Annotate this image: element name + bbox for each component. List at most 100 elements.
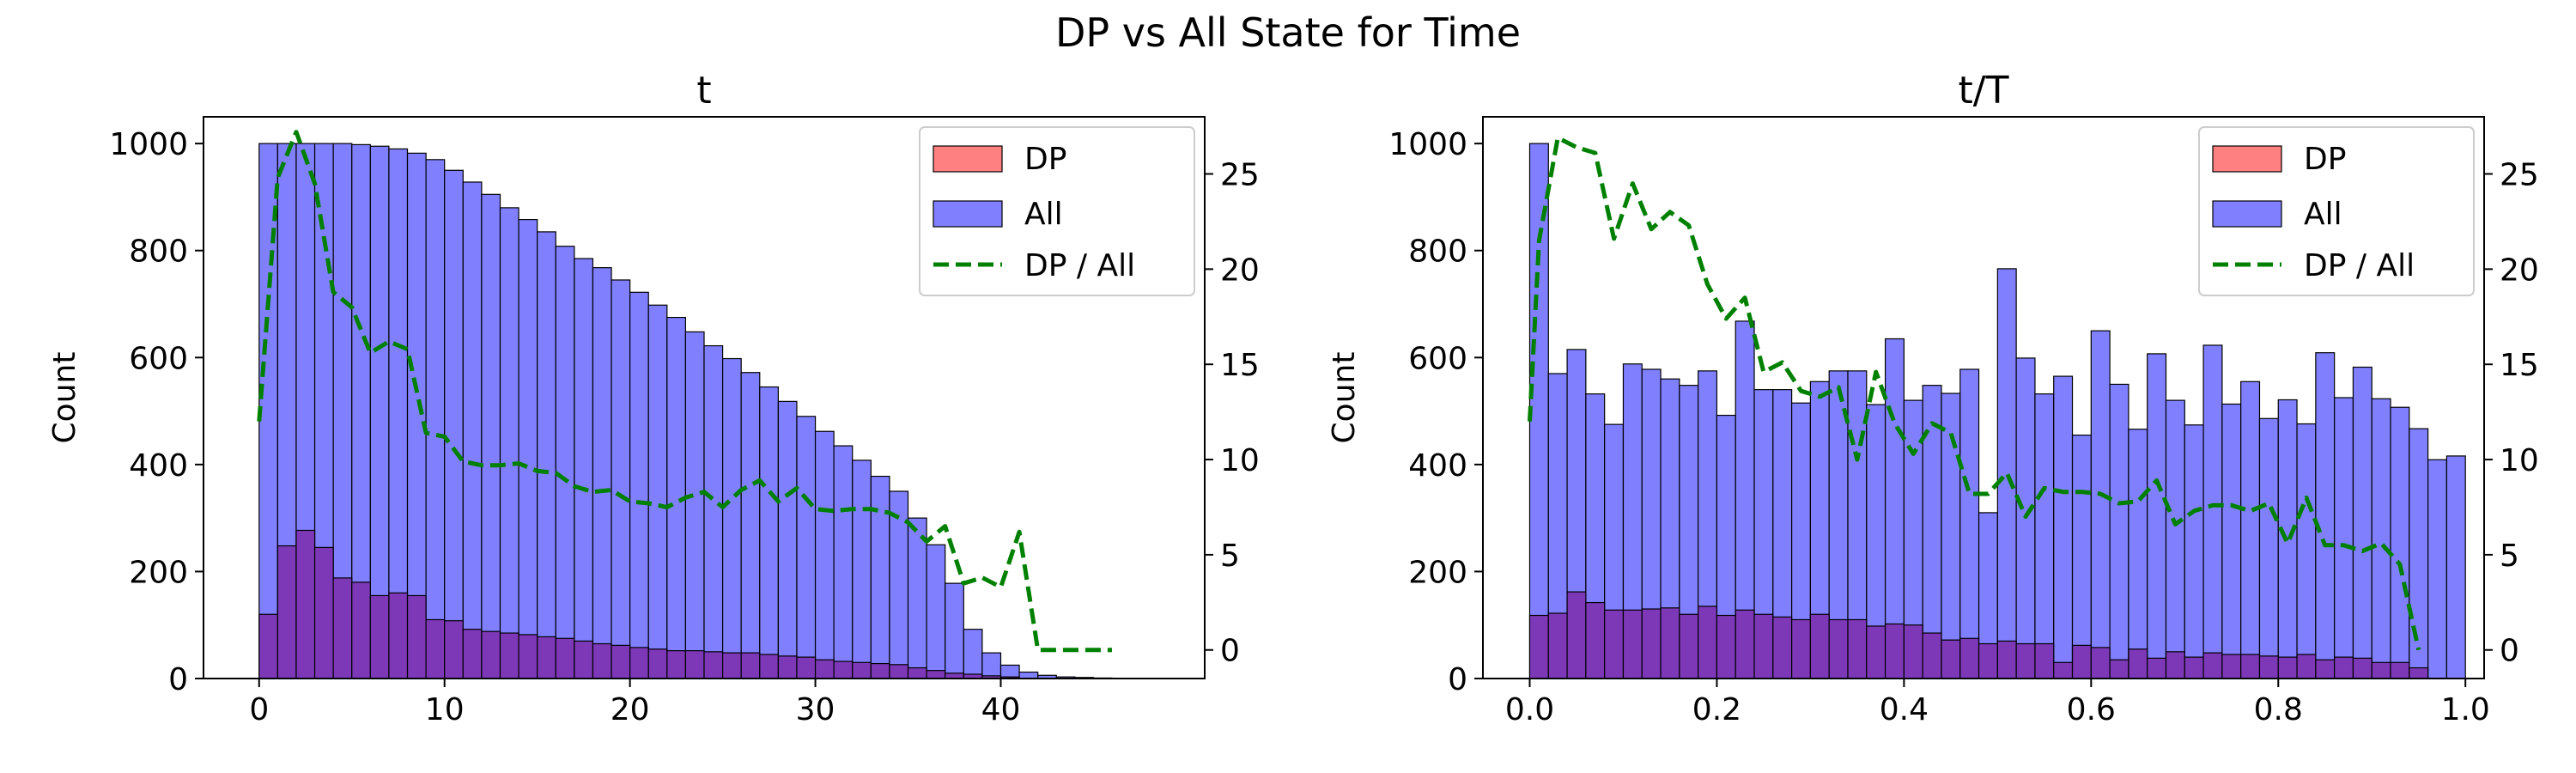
dp-bar	[1866, 625, 1886, 679]
dp-bar	[1698, 606, 1718, 679]
dp-bar	[388, 592, 409, 679]
dp-bar	[1996, 640, 2017, 679]
y-tick-label: 1000	[109, 127, 188, 162]
all-bar	[759, 386, 779, 679]
all-bar	[2221, 403, 2242, 679]
dp-bar	[1528, 614, 1549, 679]
legend-label: DP / All	[2304, 248, 2415, 283]
all-bar	[518, 218, 538, 679]
y-axis-label: Count	[1327, 352, 1362, 444]
all-bar	[611, 279, 631, 679]
dp-bar	[759, 654, 779, 679]
dp-bar	[1566, 591, 1587, 679]
all-bar	[462, 181, 483, 679]
panel-title: t/T	[1959, 69, 2009, 113]
y-tick-label: 200	[1408, 555, 1467, 590]
all-bar	[537, 231, 556, 679]
legend-label: DP	[2304, 142, 2346, 177]
dp-bar	[1585, 601, 1606, 679]
dp-bar	[406, 594, 427, 679]
dp-bar	[2258, 655, 2279, 679]
dp-bar	[276, 545, 297, 679]
all-bar	[2296, 423, 2317, 679]
dp-bar	[740, 652, 761, 679]
all-bar	[2427, 459, 2448, 679]
y-tick-label: 0	[168, 662, 188, 697]
dp-bar	[1903, 624, 1923, 679]
dp-bar	[814, 659, 835, 679]
dp-bar	[1922, 632, 1942, 679]
all-bar	[2202, 344, 2223, 679]
y2-tick-label: 0	[2500, 634, 2519, 669]
all-bar	[2258, 417, 2279, 679]
dp-bar	[2071, 644, 2092, 679]
all-bar	[1018, 671, 1039, 679]
dp-bar	[889, 664, 909, 679]
dp-bar	[2147, 657, 2167, 679]
all-bar	[555, 246, 575, 679]
dp-bar	[777, 655, 798, 679]
dp-bar	[2184, 656, 2204, 679]
dp-bar	[1772, 616, 1793, 679]
dp-bar	[629, 647, 649, 679]
all-bar	[907, 517, 927, 679]
dp-bar	[647, 648, 668, 679]
y2-tick-label: 10	[1220, 443, 1260, 478]
legend-swatch-all	[2212, 200, 2282, 228]
dp-bar	[555, 637, 575, 679]
dp-bar	[870, 662, 890, 679]
y2-tick-label: 25	[1220, 158, 1260, 193]
x-tick-label: 30	[796, 692, 835, 727]
dp-bar	[1847, 618, 1868, 679]
x-tick-label: 0.2	[1692, 692, 1741, 727]
y2-tick-label: 25	[2500, 158, 2539, 193]
all-bar	[574, 258, 594, 679]
dp-bar	[1753, 613, 1774, 679]
dp-bar	[2240, 654, 2261, 679]
y2-tick-label: 20	[2500, 253, 2539, 288]
dp-bar	[1735, 609, 1755, 679]
dp-bar	[2390, 661, 2410, 679]
x-tick-label: 1.0	[2441, 692, 2490, 727]
all-bar	[2352, 366, 2372, 679]
dp-bar	[1622, 609, 1643, 679]
all-bar	[2090, 330, 2111, 679]
x-tick-label: 0.8	[2254, 692, 2303, 727]
dp-bar	[2315, 659, 2336, 679]
y-tick-label: 600	[129, 341, 188, 376]
legend-label: All	[2304, 197, 2342, 232]
x-tick-label: 0.0	[1505, 692, 1554, 727]
y-tick-label: 800	[1408, 234, 1467, 270]
dp-bar	[1660, 607, 1680, 679]
dp-bar	[2352, 657, 2372, 679]
y2-tick-label: 15	[1220, 348, 1260, 383]
dp-bar	[2128, 648, 2148, 679]
all-bar	[889, 490, 909, 679]
all-bar	[2109, 383, 2129, 679]
dp-bar	[2015, 642, 2036, 679]
dp-bar	[332, 577, 353, 679]
x-tick-label: 0.4	[1880, 692, 1929, 727]
ratio-line	[1528, 135, 2421, 651]
y-tick-label: 0	[1448, 662, 1467, 697]
dp-bar	[907, 666, 927, 679]
all-bar	[2445, 455, 2466, 679]
dp-bar	[2034, 642, 2055, 679]
dp-bar	[1884, 623, 1905, 679]
all-bar	[703, 344, 724, 679]
dp-bar	[592, 642, 612, 679]
all-bar	[2071, 435, 2092, 679]
dp-bar	[2090, 647, 2111, 679]
dp-bar	[1978, 642, 1998, 679]
y-tick-label: 800	[129, 234, 188, 270]
panel-title: t	[696, 69, 711, 113]
y2-tick-label: 5	[2500, 539, 2519, 574]
dp-bar	[499, 632, 519, 679]
dp-bar	[1809, 613, 1830, 679]
all-bar	[721, 357, 742, 679]
dp-bar	[481, 630, 501, 679]
dp-bar	[796, 656, 817, 679]
dp-bar	[852, 661, 872, 679]
